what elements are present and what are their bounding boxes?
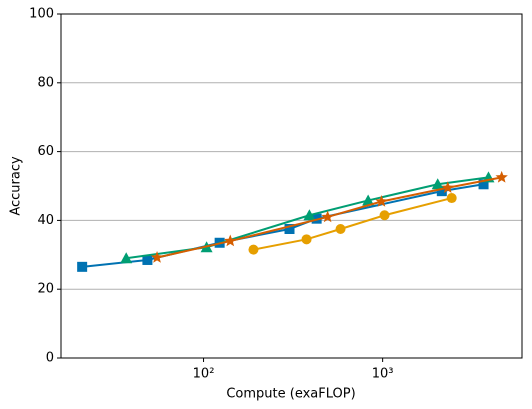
y-tick-label: 40 xyxy=(37,213,54,228)
point xyxy=(120,252,133,264)
point xyxy=(142,254,153,265)
point xyxy=(446,193,457,204)
point xyxy=(375,194,388,207)
point xyxy=(436,186,447,197)
point xyxy=(379,210,390,221)
x-tick-label: 10³ xyxy=(372,367,394,382)
point xyxy=(224,234,237,247)
point xyxy=(77,261,88,272)
point xyxy=(301,234,312,245)
y-tick-label: 20 xyxy=(37,282,54,297)
point xyxy=(303,209,316,221)
point xyxy=(495,170,508,183)
y-tick-label: 80 xyxy=(37,75,54,90)
point xyxy=(335,224,346,234)
point xyxy=(150,251,164,263)
x-axis-label: Compute (exaFLOP) xyxy=(226,387,355,402)
y-tick-label: 0 xyxy=(46,351,54,366)
y-axis-label: Accuracy xyxy=(9,156,24,216)
point xyxy=(478,179,489,190)
point xyxy=(321,210,334,223)
point xyxy=(441,181,454,193)
y-tick-label: 60 xyxy=(37,144,54,159)
y-tick-label: 100 xyxy=(29,7,54,22)
point xyxy=(248,244,259,255)
point xyxy=(362,194,375,206)
point xyxy=(431,178,444,190)
series-line xyxy=(82,183,484,268)
x-tick-label: 10² xyxy=(193,367,215,382)
plot-frame xyxy=(60,13,523,359)
point xyxy=(284,224,295,234)
series-line xyxy=(156,176,502,259)
